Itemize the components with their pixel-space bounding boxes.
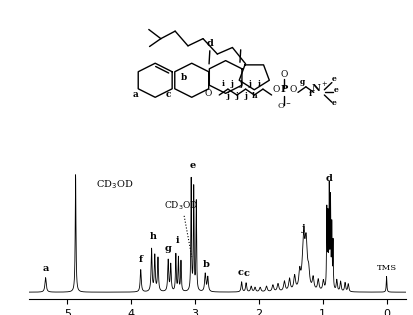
Text: a: a [42, 264, 49, 273]
Text: O: O [280, 70, 287, 79]
Text: O: O [272, 85, 279, 94]
Text: j: j [248, 80, 251, 88]
Text: e: e [331, 75, 336, 83]
Text: e: e [189, 161, 195, 170]
Text: j: j [239, 80, 242, 88]
Text: e: e [331, 99, 336, 107]
Text: j: j [235, 92, 238, 100]
Text: g: g [164, 244, 171, 254]
Text: O: O [288, 85, 296, 94]
Text: c: c [237, 268, 243, 277]
Text: O: O [204, 89, 212, 98]
Text: CD$_3$OD: CD$_3$OD [96, 178, 133, 191]
Text: i: i [221, 80, 224, 88]
Text: f: f [138, 255, 142, 264]
Text: h: h [251, 92, 256, 100]
Text: e: e [333, 86, 338, 94]
Text: j: j [226, 92, 229, 100]
Text: d: d [206, 39, 213, 48]
Text: d: d [325, 174, 332, 183]
Text: c: c [165, 90, 171, 99]
Text: P: P [280, 85, 287, 94]
Text: b: b [180, 72, 187, 82]
Text: TMS: TMS [375, 264, 396, 272]
Text: O$^-$: O$^-$ [277, 102, 291, 112]
Text: a: a [133, 90, 138, 99]
Text: b: b [202, 260, 209, 269]
Text: j: j [230, 80, 233, 88]
Text: j: j [301, 225, 304, 233]
Text: N$^+$: N$^+$ [311, 81, 328, 94]
Text: h: h [150, 232, 157, 241]
Text: g: g [299, 77, 304, 86]
Text: c: c [242, 269, 249, 278]
Text: i: i [256, 80, 260, 88]
Text: j: j [244, 92, 247, 100]
Text: i: i [175, 236, 178, 245]
Text: f: f [308, 90, 311, 98]
Text: CD$_3$OD: CD$_3$OD [163, 200, 198, 212]
